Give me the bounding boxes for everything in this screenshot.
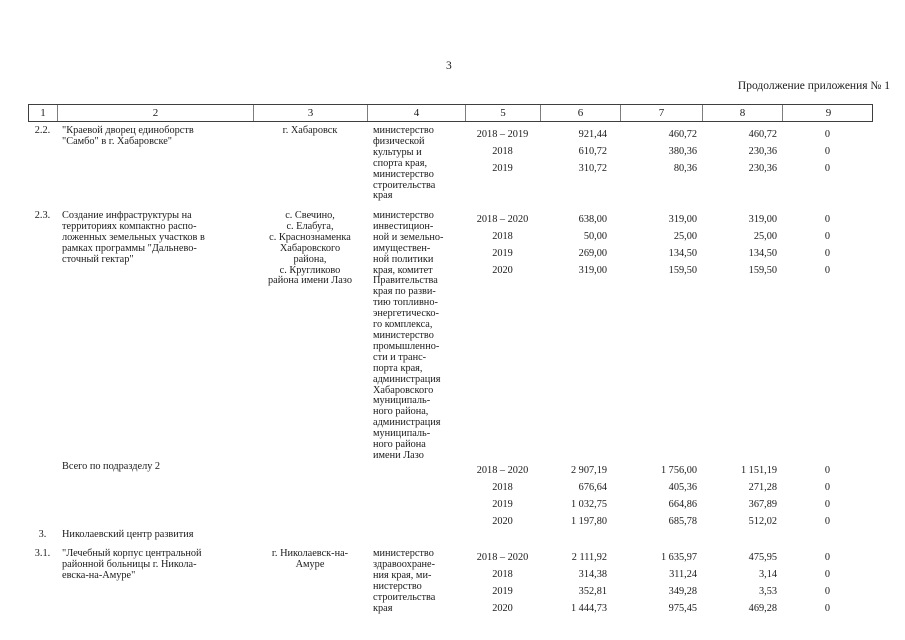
cell-location — [253, 462, 367, 530]
cell-amount-col6: 2 111,92 314,38 352,81 1 444,73 — [570, 552, 607, 614]
cell-amount-col8 — [702, 530, 782, 549]
cell-section-title: Николаевский центр развития — [62, 529, 194, 540]
header-cell-7: 7 — [621, 105, 703, 121]
header-cell-3: 3 — [254, 105, 368, 121]
cell-responsible-agency: министерство здравоохране- ния края, ми-… — [373, 548, 436, 614]
cell-amount-col6: 921,44 610,72 310,72 — [578, 129, 607, 174]
cell-item-number: 2.3. — [34, 210, 51, 221]
cell-project-name: Создание инфраструктуры на территориях к… — [62, 210, 205, 265]
header-cell-2: 2 — [58, 105, 254, 121]
cell-amount-col9: 0 0 0 0 — [824, 465, 831, 527]
table-row-2-2: 2.2. "Краевой дворец единоборств "Самбо"… — [28, 125, 873, 211]
cell-amount-col8: 1 151,19 271,28 367,89 512,02 — [740, 465, 777, 527]
cell-amount-col9: 0 0 0 0 — [824, 552, 831, 614]
cell-amount-col7: 1 635,97 311,24 349,28 975,45 — [660, 552, 697, 614]
table-header-row: 1 2 3 4 5 6 7 8 9 — [28, 104, 873, 122]
cell-item-number — [28, 462, 57, 530]
header-cell-5: 5 — [466, 105, 541, 121]
cell-amount-col8: 475,95 3,14 3,53 469,28 — [748, 552, 777, 614]
header-cell-1: 1 — [29, 105, 58, 121]
cell-item-number: 3.1. — [34, 548, 51, 559]
cell-amount-col8: 319,00 25,00 134,50 159,50 — [748, 214, 777, 276]
cell-project-name: "Лечебный корпус центральной районной бо… — [62, 548, 202, 581]
cell-amount-col7: 460,72 380,36 80,36 — [668, 129, 697, 174]
cell-period-years: 2018 – 2020 2018 2019 2020 — [476, 214, 529, 276]
cell-amount-col9: 0 0 0 0 — [824, 214, 831, 276]
cell-subtotal-label: Всего по подразделу 2 — [62, 461, 161, 472]
table-row-section-3: 3. Николаевский центр развития — [28, 529, 873, 549]
cell-location — [253, 530, 367, 549]
cell-responsible-agency — [367, 530, 465, 549]
cell-responsible-agency — [367, 462, 465, 530]
cell-location: г. Николаевск-на- Амуре — [271, 548, 349, 570]
header-cell-6: 6 — [541, 105, 621, 121]
cell-location: с. Свечино, с. Елабуга, с. Краснознаменк… — [268, 210, 352, 287]
cell-location: г. Хабаровск — [282, 125, 338, 136]
table-row-2-3: 2.3. Создание инфраструктуры на территор… — [28, 210, 873, 462]
cell-amount-col7: 1 756,00 405,36 664,86 685,78 — [660, 465, 697, 527]
cell-item-number: 3. — [38, 529, 47, 540]
cell-responsible-agency: министерство физической культуры и спорт… — [373, 125, 436, 202]
cell-project-name: "Краевой дворец единоборств "Самбо" в г.… — [62, 125, 194, 147]
cell-amount-col6 — [540, 530, 620, 549]
cell-amount-col9 — [782, 530, 873, 549]
header-cell-9: 9 — [825, 107, 832, 119]
cell-amount-col6: 638,00 50,00 269,00 319,00 — [578, 214, 607, 276]
cell-period-years: 2018 – 2019 2018 2019 — [476, 129, 529, 174]
projects-table: 1 2 3 4 5 6 7 8 9 2.2. "Краевой дворец е… — [28, 104, 873, 617]
cell-item-number: 2.2. — [34, 125, 51, 136]
page-number: 3 — [446, 60, 452, 72]
cell-period-years — [465, 530, 540, 549]
table-row-3-1: 3.1. "Лечебный корпус центральной районн… — [28, 548, 873, 617]
table-body: 2.2. "Краевой дворец единоборств "Самбо"… — [28, 125, 873, 617]
header-cell-4: 4 — [368, 105, 466, 121]
appendix-caption: Продолжение приложения № 1 — [737, 80, 890, 92]
header-cell-8: 8 — [703, 105, 783, 121]
cell-amount-col9: 0 0 0 — [824, 129, 831, 174]
cell-period-years: 2018 – 2020 2018 2019 2020 — [476, 465, 529, 527]
cell-amount-col8: 460,72 230,36 230,36 — [748, 129, 777, 174]
cell-period-years: 2018 – 2020 2018 2019 2020 — [476, 552, 529, 614]
cell-amount-col6: 2 907,19 676,64 1 032,75 1 197,80 — [570, 465, 607, 527]
table-row-subtotal-2: Всего по подразделу 2 2018 – 2020 2018 2… — [28, 461, 873, 530]
cell-amount-col7 — [620, 530, 702, 549]
cell-responsible-agency: министерство инвестицион- ной и земельно… — [373, 210, 444, 461]
cell-amount-col7: 319,00 25,00 134,50 159,50 — [668, 214, 697, 276]
